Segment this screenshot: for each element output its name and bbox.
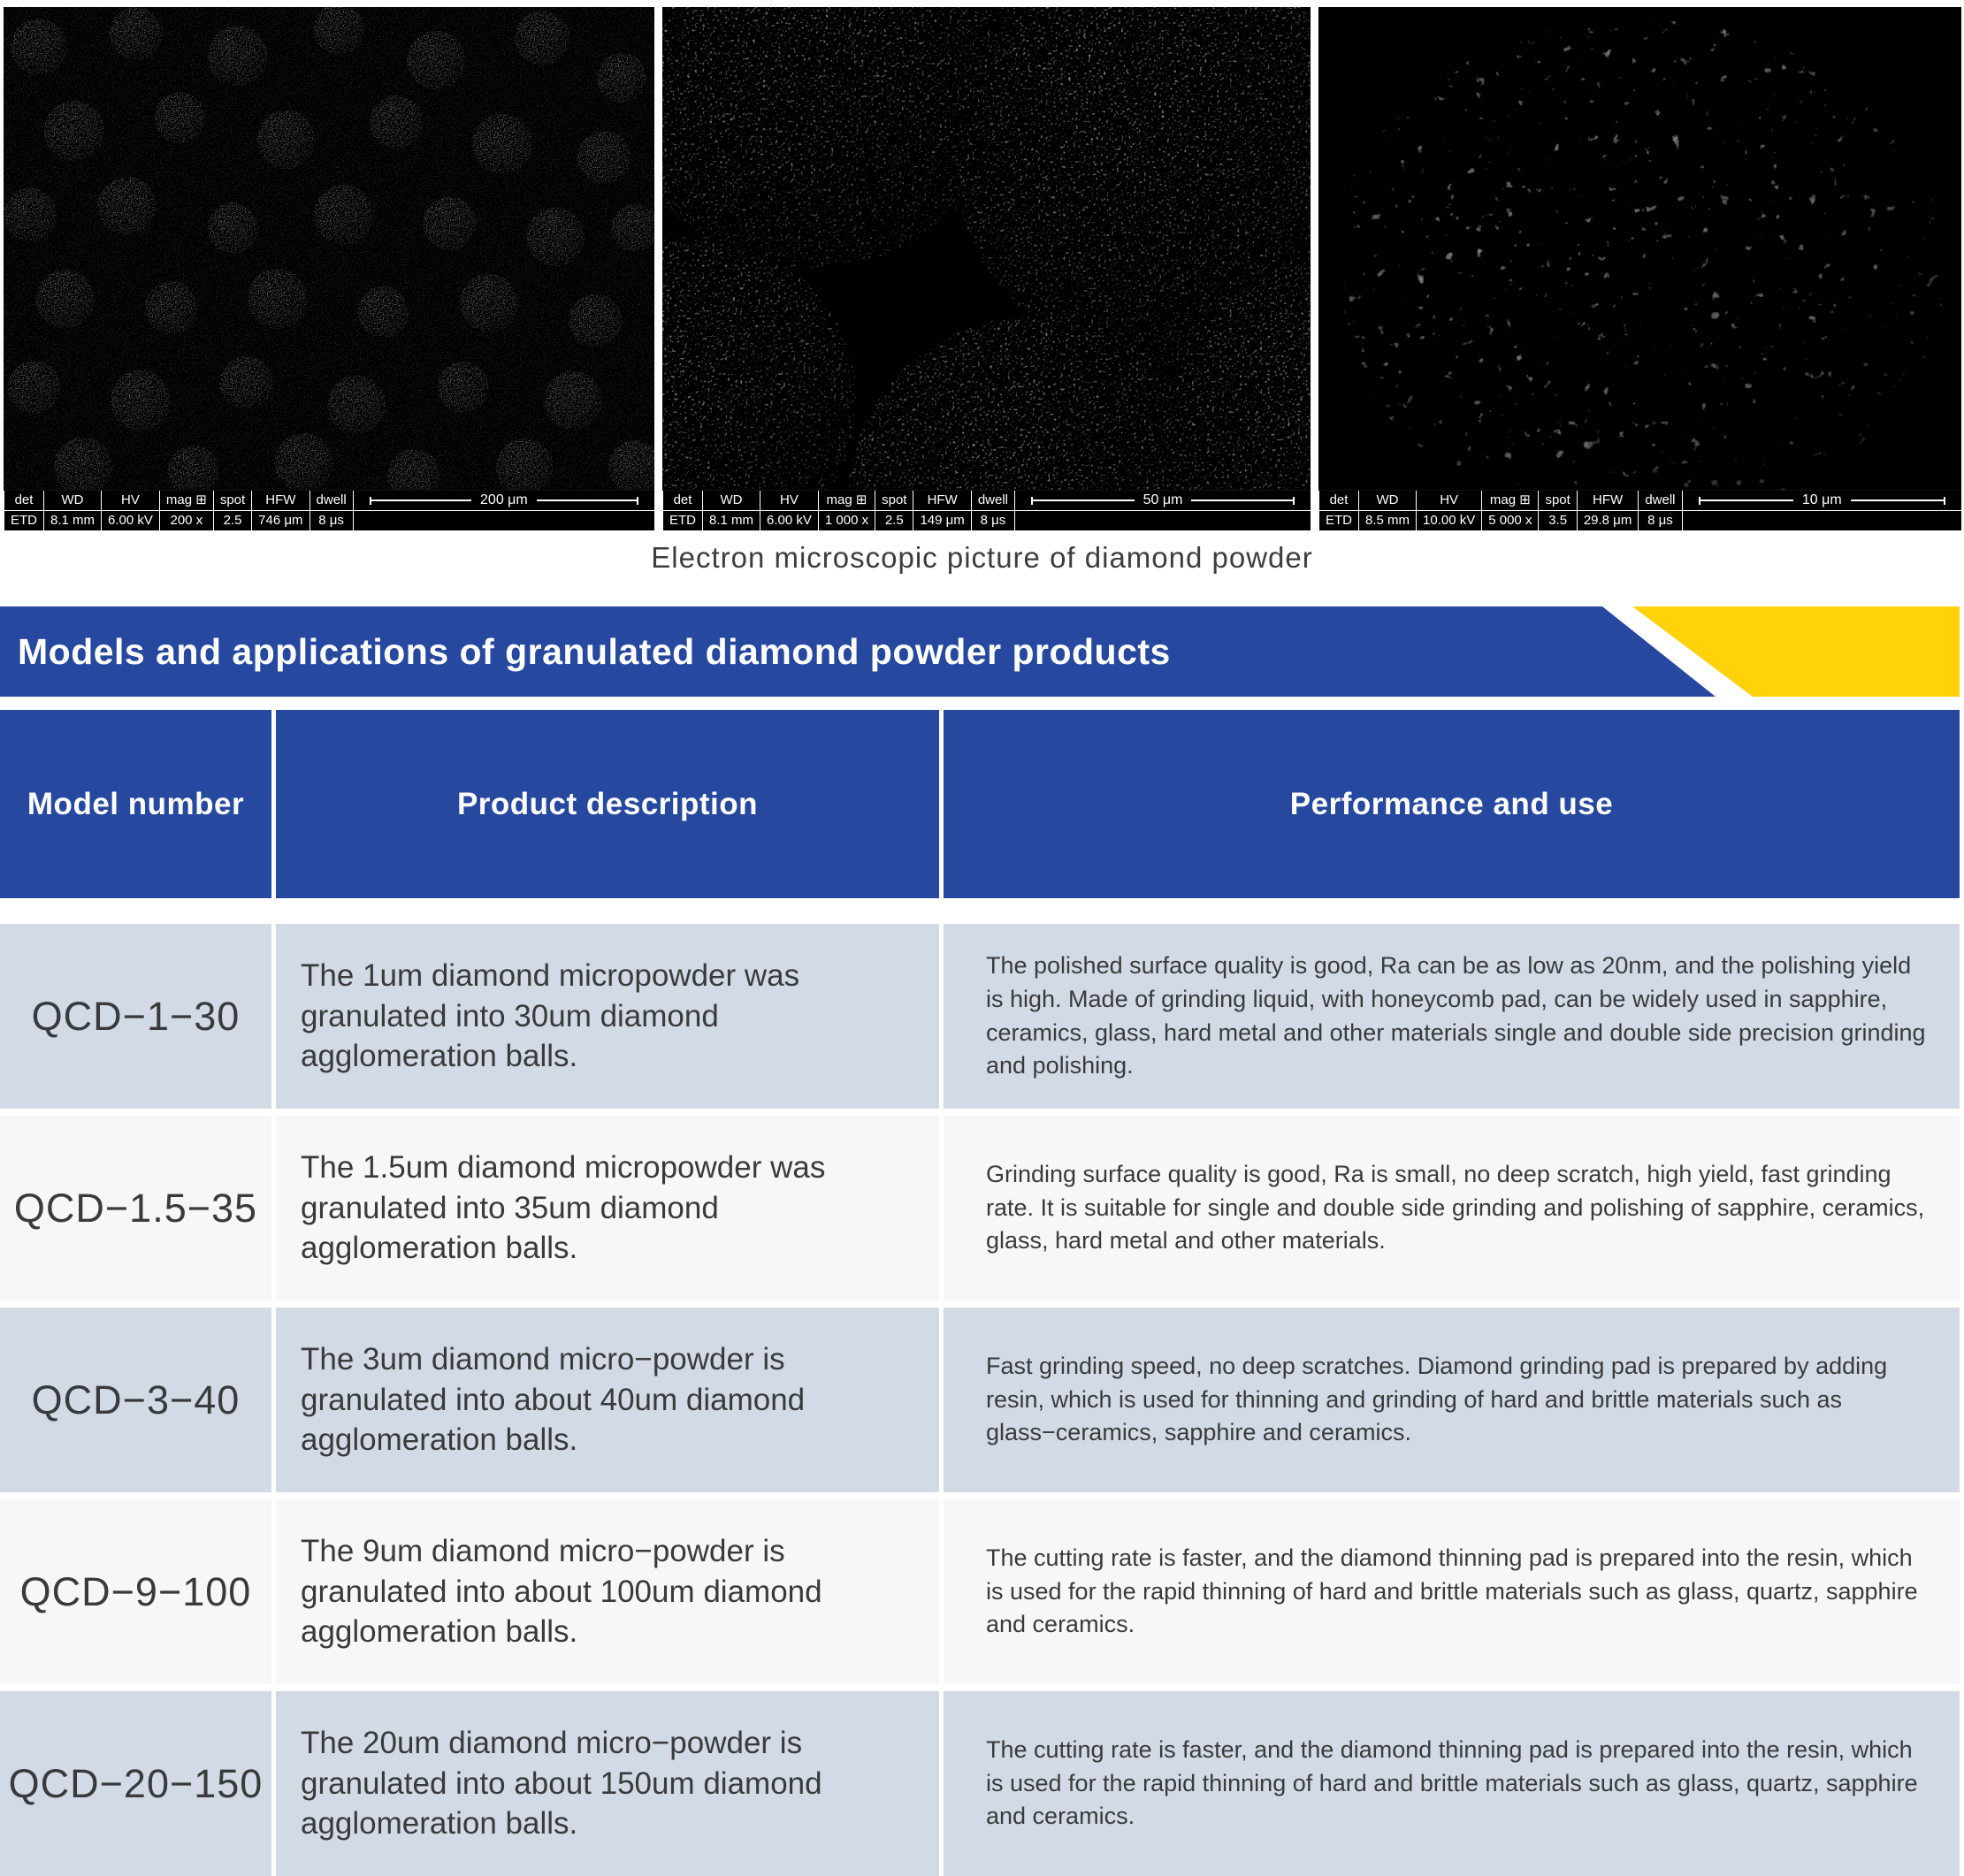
table-body: QCD−1−30 The 1um diamond micropowder was… — [0, 924, 1964, 1876]
meta-hfw: HFW 149 μm — [913, 491, 972, 530]
meta-hfw: HFW 746 μm — [252, 491, 310, 530]
meta-wd: WD 8.1 mm — [44, 491, 103, 530]
table-header-row: Model number Product description Perform… — [0, 710, 1964, 898]
meta-hv: HV 10.00 kV — [1417, 491, 1483, 530]
model-number: QCD−1−30 — [0, 924, 271, 1109]
sem-image-1000x: det ETD WD 8.1 mm HV 6.00 kV mag ⊞ 1 000 x s… — [662, 7, 1311, 530]
table-row: QCD−1.5−35 The 1.5um diamond micropowder… — [0, 1116, 1964, 1300]
meta-det: det ETD — [1318, 491, 1359, 530]
scale-bar: 200 μm — [353, 491, 654, 530]
table-row: QCD−9−100 The 9um diamond micro−powder i… — [0, 1499, 1964, 1684]
section-title: Models and applications of granulated di… — [18, 630, 1171, 672]
table-row: QCD−20−150 The 20um diamond micro−powder… — [0, 1691, 1964, 1876]
meta-hfw: HFW 29.8 μm — [1577, 491, 1639, 530]
meta-det: det ETD — [4, 491, 44, 530]
model-number: QCD−20−150 — [0, 1691, 271, 1876]
performance-and-use: Grinding surface quality is good, Ra is … — [944, 1116, 1960, 1300]
scale-bar: 50 μm — [1015, 491, 1311, 530]
column-header-model-number: Model number — [0, 710, 271, 898]
meta-mag: mag ⊞ 200 x — [159, 491, 214, 530]
sem-photo-large-spheres — [662, 7, 1311, 490]
meta-hv: HV 6.00 kV — [760, 491, 819, 530]
performance-and-use: Fast grinding speed, no deep scratches. … — [944, 1308, 1960, 1492]
table-row: QCD−3−40 The 3um diamond micro−powder is… — [0, 1308, 1964, 1492]
meta-wd: WD 8.5 mm — [1359, 491, 1418, 530]
section-banner: Models and applications of granulated di… — [0, 606, 1964, 697]
banner-blue-shape — [0, 606, 1716, 697]
scale-bar: 10 μm — [1682, 491, 1961, 530]
column-header-performance-and-use: Performance and use — [944, 710, 1960, 898]
sem-image-5000x: det ETD WD 8.5 mm HV 10.00 kV mag ⊞ 5 000 x … — [1318, 7, 1961, 530]
meta-dwell: dwell 8 μs — [971, 491, 1015, 530]
sem-image-200x: det ETD WD 8.1 mm HV 6.00 kV mag ⊞ 200 x spo… — [4, 7, 654, 530]
meta-dwell: dwell 8 μs — [1639, 491, 1683, 530]
product-description: The 1.5um diamond micropowder was granul… — [276, 1116, 939, 1300]
column-header-product-description: Product description — [276, 710, 939, 898]
meta-mag: mag ⊞ 5 000 x — [1482, 491, 1540, 530]
meta-det: det ETD — [662, 491, 703, 530]
sem-photo-single-sphere — [1318, 7, 1961, 490]
meta-mag: mag ⊞ 1 000 x — [818, 491, 876, 530]
product-description: The 9um diamond micro−powder is granulat… — [276, 1499, 939, 1684]
sem-metadata-bar: det ETD WD 8.1 mm HV 6.00 kV mag ⊞ 200 x spo… — [4, 490, 654, 530]
performance-and-use: The polished surface quality is good, Ra… — [944, 924, 1960, 1109]
model-number: QCD−9−100 — [0, 1499, 271, 1684]
performance-and-use: The cutting rate is faster, and the diam… — [944, 1499, 1960, 1684]
meta-spot: spot 2.5 — [213, 491, 253, 530]
meta-wd: WD 8.1 mm — [703, 491, 761, 530]
sem-photo-many-spheres — [4, 7, 654, 490]
performance-and-use: The cutting rate is faster, and the diam… — [944, 1691, 1960, 1876]
sem-image-strip: det ETD WD 8.1 mm HV 6.00 kV mag ⊞ 200 x spo… — [0, 0, 1964, 530]
meta-spot: spot 3.5 — [1539, 491, 1578, 530]
meta-hv: HV 6.00 kV — [102, 491, 160, 530]
sem-metadata-bar: det ETD WD 8.5 mm HV 10.00 kV mag ⊞ 5 000 x … — [1318, 490, 1961, 530]
sem-metadata-bar: det ETD WD 8.1 mm HV 6.00 kV mag ⊞ 1 000 x s… — [662, 490, 1311, 530]
product-description: The 3um diamond micro−powder is granulat… — [276, 1308, 939, 1492]
model-number: QCD−1.5−35 — [0, 1116, 271, 1300]
meta-dwell: dwell 8 μs — [310, 491, 354, 530]
product-description: The 20um diamond micro−powder is granula… — [276, 1691, 939, 1876]
product-description: The 1um diamond micropowder was granulat… — [276, 924, 939, 1109]
table-row: QCD−1−30 The 1um diamond micropowder was… — [0, 924, 1964, 1109]
meta-spot: spot 2.5 — [875, 491, 914, 530]
image-caption: Electron microscopic picture of diamond … — [651, 541, 1313, 574]
model-number: QCD−3−40 — [0, 1308, 271, 1492]
